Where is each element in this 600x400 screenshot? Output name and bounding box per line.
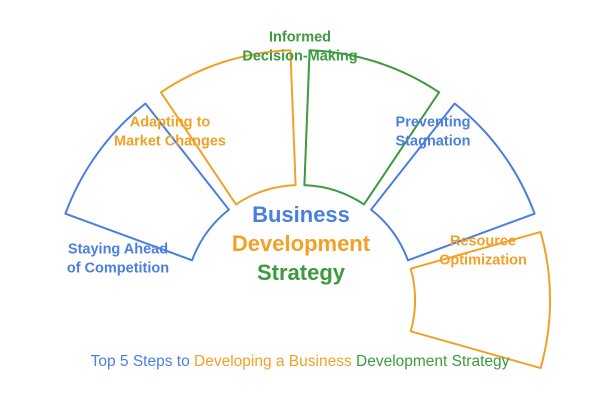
segment-shape bbox=[64, 102, 230, 262]
center-title-line: Strategy bbox=[257, 260, 346, 285]
segment-shape bbox=[303, 49, 441, 206]
segment-label: Informed Decision-Making bbox=[242, 30, 357, 65]
segment-label-line: Optimization bbox=[439, 253, 527, 269]
segment-label: Staying Ahead of Competition bbox=[67, 242, 169, 277]
segment-label-line: Preventing bbox=[396, 115, 471, 131]
center-title-line: Development bbox=[232, 231, 371, 256]
segment-label-line: Decision-Making bbox=[242, 49, 357, 65]
segment-staying-ahead: Staying Ahead of Competition bbox=[64, 102, 230, 277]
segment-label-line: of Competition bbox=[67, 261, 169, 277]
segment-label-line: Informed bbox=[269, 30, 331, 46]
segment-label-line: Staying Ahead bbox=[68, 242, 168, 258]
caption-part-3: Development Strategy bbox=[356, 353, 510, 370]
segment-preventing-stagnation: Preventing Stagnation bbox=[370, 102, 536, 262]
segment-shape bbox=[159, 49, 297, 206]
segments-layer: Staying Ahead of Competition Adapting to Ma… bbox=[64, 30, 551, 370]
segment-shape bbox=[409, 230, 551, 370]
segment-label-line: Resource bbox=[450, 234, 516, 250]
caption-part-1: Top 5 Steps to bbox=[90, 353, 195, 370]
segment-label-line: Stagnation bbox=[396, 134, 471, 150]
segment-resource-optimization: Resource Optimization bbox=[409, 230, 551, 370]
segment-label: Preventing Stagnation bbox=[396, 115, 471, 150]
segment-adapting: Adapting to Market Changes bbox=[114, 49, 297, 206]
segment-shape bbox=[370, 102, 536, 262]
segment-informed-decisions: Informed Decision-Making bbox=[242, 30, 441, 206]
caption-part-2: Developing a Business bbox=[194, 353, 357, 370]
center-title-line: Business bbox=[252, 202, 350, 227]
segment-label-line: Market Changes bbox=[114, 134, 226, 150]
segment-label: Resource Optimization bbox=[439, 234, 527, 269]
diagram-caption: Top 5 Steps to Developing a Business Dev… bbox=[0, 353, 600, 371]
segment-label: Adapting to Market Changes bbox=[114, 115, 226, 150]
segment-label-line: Adapting to bbox=[130, 115, 211, 131]
center-title: Business Development Strategy bbox=[232, 202, 371, 285]
